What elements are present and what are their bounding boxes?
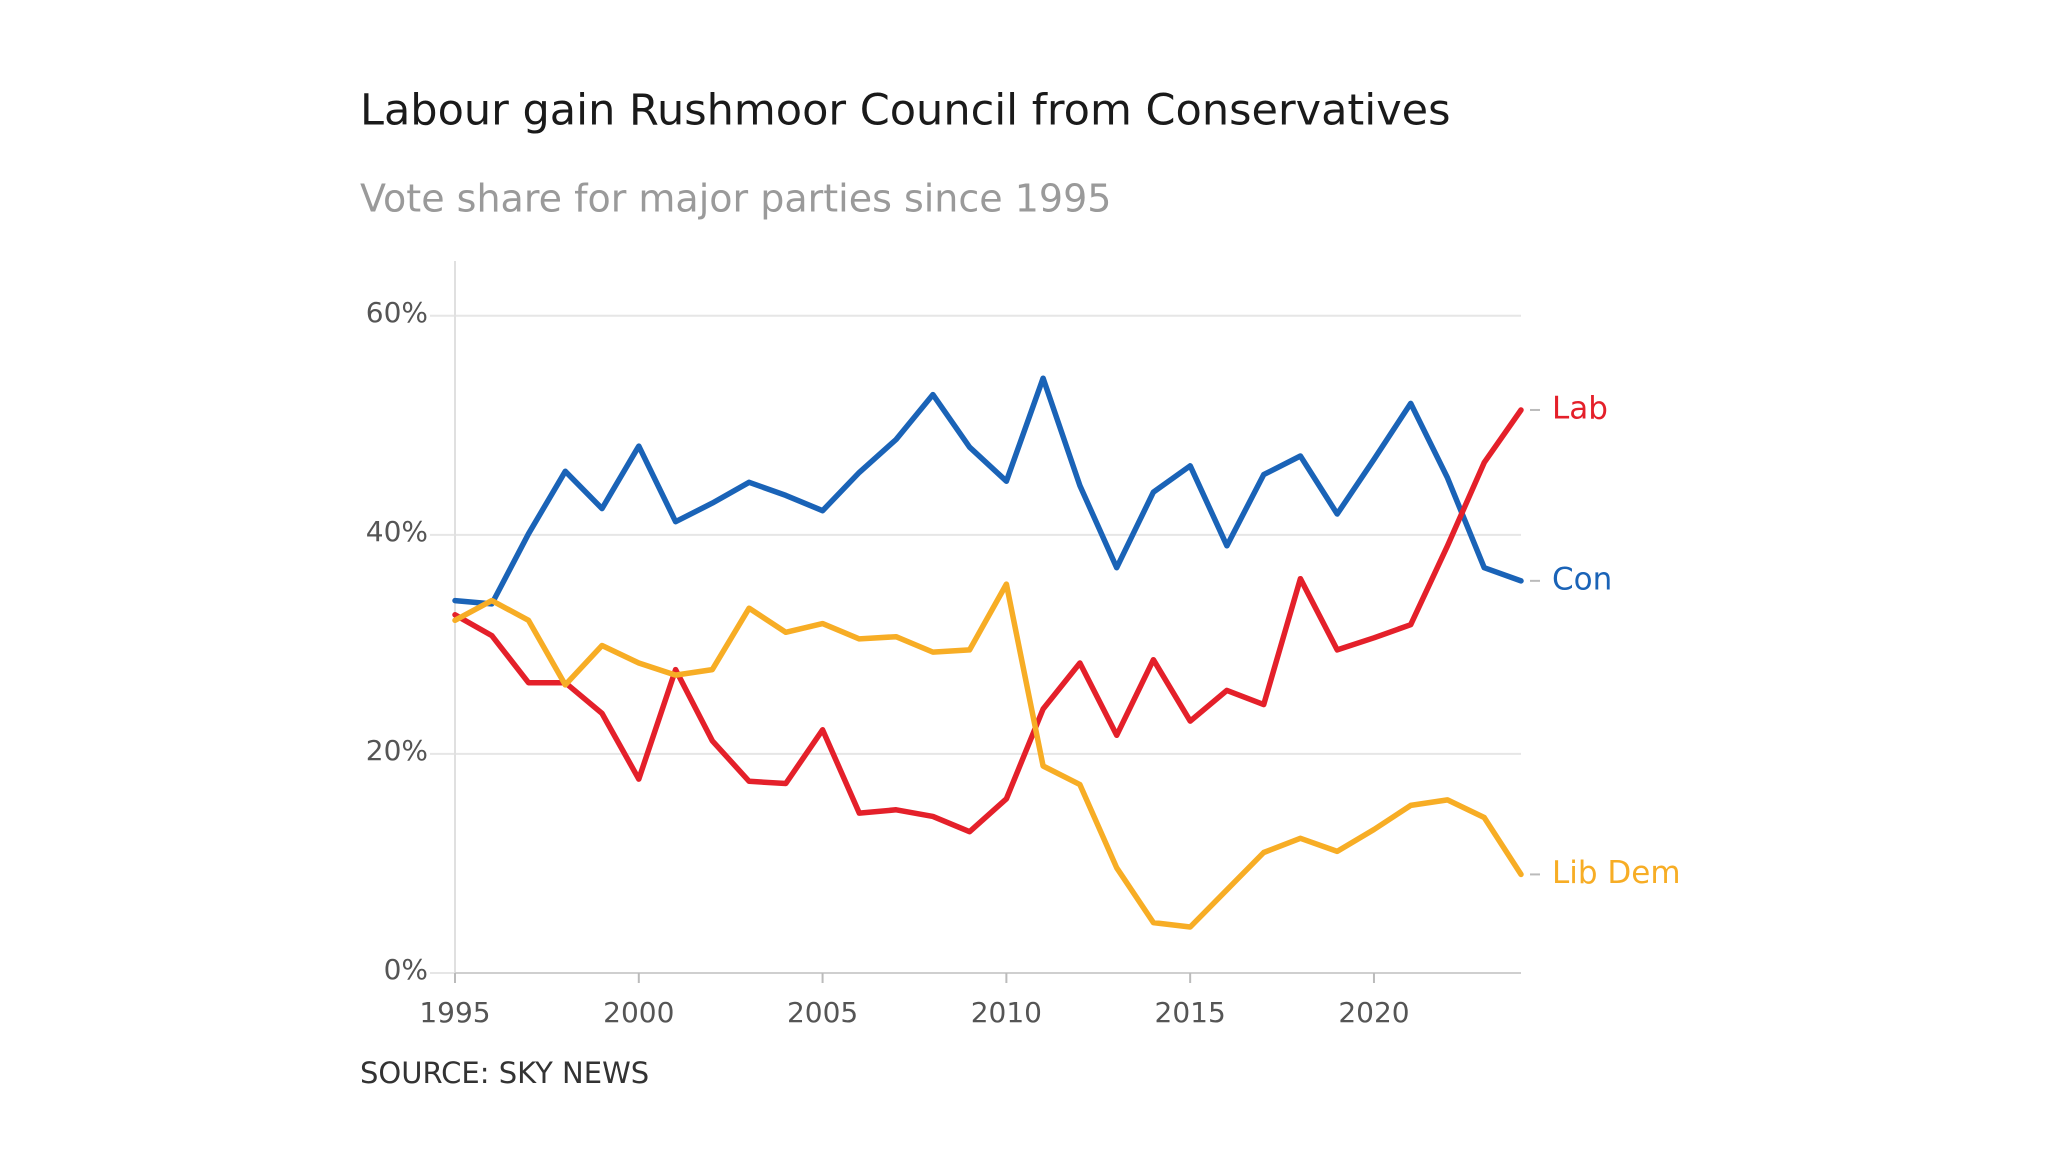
series-line <box>452 407 1524 835</box>
x-tick-label: 1995 <box>419 996 490 1029</box>
series-line <box>452 375 1524 607</box>
x-tick-label: 2020 <box>1338 996 1409 1029</box>
chart-title: Labour gain Rushmoor Council from Conser… <box>360 86 1451 136</box>
series-label: Lib Dem <box>1552 855 1681 891</box>
x-tick-label: 2005 <box>787 996 858 1029</box>
y-tick-label: 0% <box>384 953 428 986</box>
y-tick-label: 60% <box>366 296 428 329</box>
y-tick-label: 20% <box>366 734 428 767</box>
x-tick-label: 2000 <box>603 996 674 1029</box>
series-label: Lab <box>1552 390 1608 426</box>
x-tick-label: 2010 <box>971 996 1042 1029</box>
source-note: SOURCE: SKY NEWS <box>360 1056 649 1090</box>
series-label: Con <box>1552 561 1612 597</box>
series-line <box>452 581 1524 930</box>
chart-subtitle: Vote share for major parties since 1995 <box>360 177 1111 221</box>
x-tick-label: 2015 <box>1155 996 1226 1029</box>
y-tick-label: 40% <box>366 515 428 548</box>
